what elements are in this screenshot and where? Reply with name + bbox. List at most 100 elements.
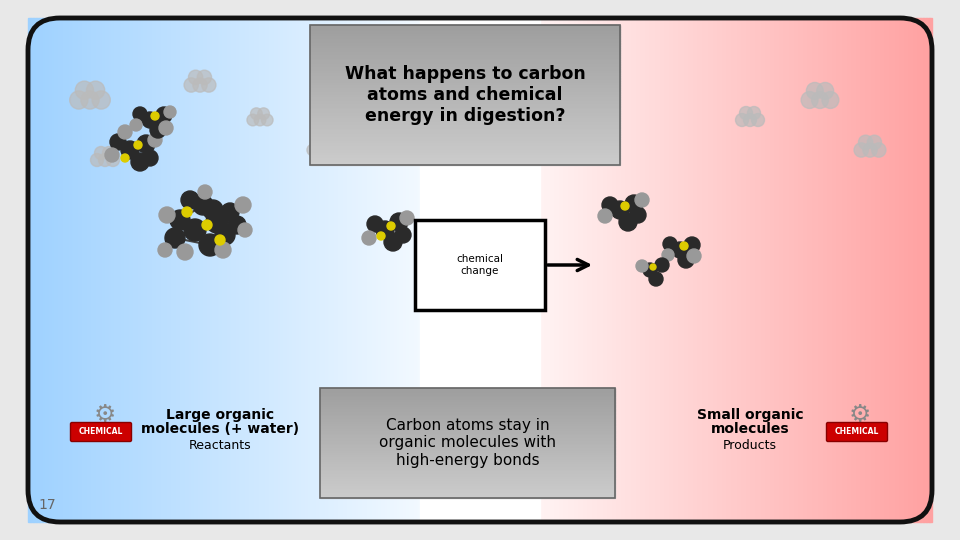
- Bar: [912, 18, 914, 522]
- Bar: [444, 18, 445, 522]
- Bar: [286, 18, 287, 522]
- Bar: [265, 18, 266, 522]
- Bar: [364, 18, 366, 522]
- Bar: [814, 18, 816, 522]
- Bar: [786, 18, 787, 522]
- Bar: [789, 18, 790, 522]
- Bar: [153, 18, 155, 522]
- Bar: [822, 18, 824, 522]
- Bar: [851, 18, 852, 522]
- Bar: [527, 18, 528, 522]
- Bar: [639, 18, 641, 522]
- Bar: [310, 29, 620, 30]
- Bar: [310, 71, 620, 72]
- Bar: [638, 18, 639, 522]
- Bar: [310, 161, 620, 163]
- Bar: [682, 18, 684, 522]
- Circle shape: [643, 263, 657, 277]
- Bar: [501, 18, 503, 522]
- Bar: [324, 18, 326, 522]
- Bar: [310, 86, 620, 88]
- Bar: [75, 18, 76, 522]
- Bar: [692, 18, 694, 522]
- Bar: [310, 60, 620, 62]
- Circle shape: [134, 141, 142, 149]
- Circle shape: [678, 252, 694, 268]
- Bar: [310, 132, 620, 133]
- Circle shape: [858, 135, 873, 150]
- Bar: [86, 18, 88, 522]
- Bar: [504, 18, 506, 522]
- Bar: [729, 18, 731, 522]
- Bar: [416, 18, 417, 522]
- Bar: [777, 18, 779, 522]
- Bar: [297, 18, 298, 522]
- Bar: [284, 18, 286, 522]
- Bar: [121, 18, 123, 522]
- Bar: [525, 18, 527, 522]
- Bar: [747, 18, 748, 522]
- Text: Small organic: Small organic: [697, 408, 804, 422]
- Bar: [250, 18, 251, 522]
- Bar: [320, 411, 615, 413]
- Bar: [320, 421, 615, 422]
- Bar: [472, 18, 474, 522]
- Bar: [827, 18, 828, 522]
- Bar: [832, 18, 834, 522]
- Bar: [310, 133, 620, 135]
- Bar: [430, 18, 432, 522]
- Bar: [272, 18, 274, 522]
- Bar: [927, 18, 929, 522]
- Bar: [358, 18, 359, 522]
- Bar: [155, 18, 156, 522]
- Bar: [320, 440, 615, 442]
- Bar: [908, 18, 909, 522]
- Circle shape: [649, 272, 663, 286]
- Bar: [875, 18, 876, 522]
- Bar: [784, 18, 786, 522]
- Bar: [905, 18, 906, 522]
- Bar: [160, 18, 162, 522]
- Bar: [303, 18, 305, 522]
- Bar: [780, 18, 781, 522]
- Bar: [622, 18, 623, 522]
- Bar: [93, 18, 94, 522]
- Circle shape: [203, 200, 223, 220]
- Circle shape: [307, 144, 319, 156]
- Circle shape: [90, 153, 104, 166]
- Bar: [320, 404, 615, 406]
- Bar: [445, 18, 446, 522]
- Bar: [828, 18, 829, 522]
- Bar: [541, 18, 543, 522]
- Bar: [405, 18, 406, 522]
- Circle shape: [322, 144, 333, 156]
- Bar: [247, 18, 248, 522]
- Bar: [923, 18, 924, 522]
- Bar: [496, 18, 498, 522]
- Circle shape: [636, 260, 648, 272]
- Bar: [663, 18, 665, 522]
- Bar: [310, 118, 620, 119]
- Bar: [390, 18, 391, 522]
- Bar: [320, 392, 615, 394]
- Bar: [483, 18, 485, 522]
- Bar: [530, 18, 531, 522]
- Bar: [34, 18, 36, 522]
- Bar: [91, 18, 93, 522]
- Bar: [816, 18, 818, 522]
- Bar: [480, 18, 482, 522]
- Bar: [543, 18, 544, 522]
- Circle shape: [672, 242, 688, 258]
- Bar: [156, 18, 157, 522]
- Bar: [168, 18, 170, 522]
- Bar: [597, 18, 599, 522]
- Bar: [310, 160, 620, 161]
- Bar: [310, 104, 620, 105]
- Bar: [202, 18, 203, 522]
- Bar: [310, 91, 620, 93]
- Bar: [491, 18, 492, 522]
- Bar: [705, 18, 706, 522]
- Bar: [237, 18, 239, 522]
- Bar: [443, 18, 444, 522]
- Bar: [667, 18, 668, 522]
